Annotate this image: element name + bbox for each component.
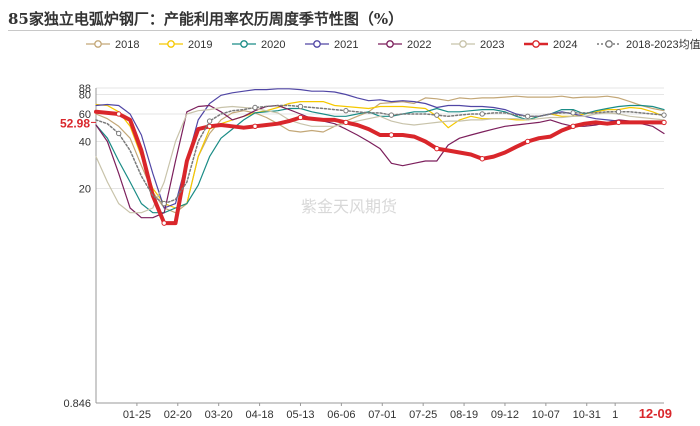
series-line-2018-2023均值 [95, 104, 665, 205]
series-marker [661, 112, 667, 118]
x-tick-label: 03-20 [205, 409, 233, 421]
y-tick-label: 80 [79, 89, 91, 101]
series-marker [116, 111, 122, 117]
y-tick-label: 60 [79, 109, 91, 121]
series-line-2022 [95, 104, 665, 219]
legend-swatch-marker [605, 40, 613, 48]
last-date-label: 12-09 [639, 406, 672, 421]
legend-swatch-marker [94, 40, 102, 48]
legend-label-2020: 2020 [261, 39, 285, 51]
grid-lines [96, 87, 664, 189]
series-marker [206, 118, 213, 124]
chart-title: 85家独立电弧炉钢厂：产能利用率农历周度季节性图（%） [8, 10, 404, 28]
axes [95, 88, 664, 406]
series-marker [434, 112, 440, 118]
y-tick-label: 40 [79, 136, 91, 148]
x-tick-label: 08-19 [450, 409, 478, 421]
x-tick-label: 06-06 [327, 409, 355, 421]
legend-label-2021: 2021 [334, 39, 358, 51]
series-marker [479, 111, 485, 117]
y-tick-label: 20 [79, 183, 91, 195]
x-tick-label: 02-20 [164, 409, 192, 421]
series-marker [388, 112, 395, 118]
series-marker [343, 107, 349, 114]
legend-swatch-marker [459, 40, 467, 48]
x-tick-label: 09-12 [491, 409, 519, 421]
x-tick-label: 10-31 [573, 409, 601, 421]
series-marker [615, 109, 622, 115]
x-tick-label: 07-25 [409, 409, 437, 421]
legend-swatch-marker [313, 40, 321, 48]
series-marker [434, 145, 440, 152]
current-value-label: 52.98 [60, 116, 90, 130]
x-tick-label: 05-13 [286, 409, 314, 421]
series-marker [388, 132, 395, 138]
x-tick-label: 01-25 [123, 409, 151, 421]
series-marker [661, 119, 667, 126]
series-marker [297, 103, 304, 110]
x-tick-label: 04-18 [246, 409, 274, 421]
legend-swatch-marker [386, 40, 394, 48]
legend-label-2019: 2019 [188, 39, 212, 51]
title-divider [8, 30, 692, 31]
legend-swatch-marker [167, 40, 175, 48]
series-marker [343, 119, 349, 126]
legend-swatch-marker [240, 40, 248, 48]
series-marker [252, 123, 258, 130]
watermark: 紫金天风期货 [301, 197, 397, 216]
series-marker [161, 220, 167, 226]
x-tick-label: 10-07 [532, 409, 560, 421]
x-tick-label: 1 [612, 409, 618, 421]
legend-label-2018: 2018 [115, 39, 139, 51]
series-marker [116, 130, 122, 137]
series-marker [297, 114, 304, 121]
series-marker [161, 200, 167, 207]
series-marker [524, 138, 531, 145]
series-marker [615, 119, 622, 126]
legend-swatch-marker [532, 40, 540, 48]
series-marker [524, 113, 531, 119]
y-tick-label: 0.846 [63, 398, 91, 410]
series-marker [570, 123, 576, 130]
x-tick-label: 07-01 [368, 409, 396, 421]
legend-label-2022: 2022 [407, 39, 431, 51]
y-tick-label: 88 [79, 83, 91, 95]
chart-legend: 2018 2019 2020 2021 2022 2023 2024 2018-2023均值 [86, 38, 700, 51]
series-marker [252, 104, 258, 111]
series-line-2024 [94, 109, 666, 226]
legend-label-2018-2023均值: 2018-2023均值 [626, 38, 700, 51]
series-marker [570, 110, 576, 116]
legend-label-2024: 2024 [553, 39, 577, 51]
series-lines [94, 88, 667, 226]
series-line-2023 [95, 105, 665, 214]
legend-label-2023: 2023 [480, 39, 504, 51]
series-marker [479, 156, 485, 162]
